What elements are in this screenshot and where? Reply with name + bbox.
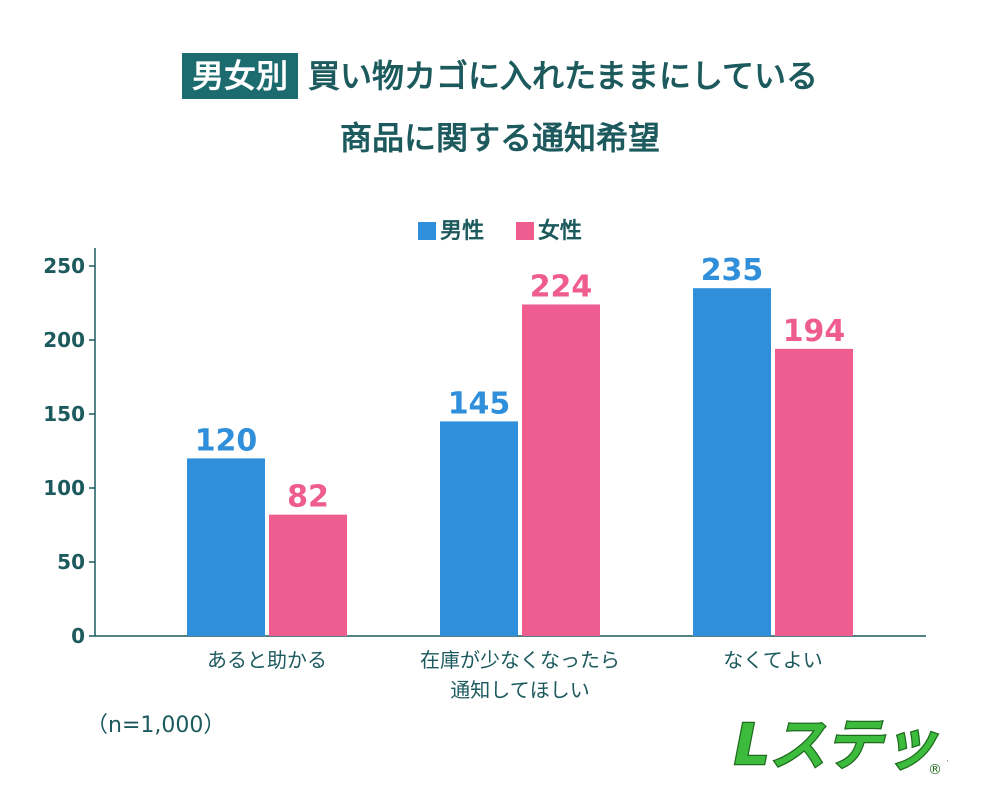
bar-male — [693, 288, 771, 636]
legend-item-male: 男性 — [418, 213, 484, 245]
logo-registered-mark: ® — [928, 762, 942, 778]
y-tick-label: 0 — [71, 624, 85, 648]
y-tick-label: 50 — [57, 550, 85, 574]
sample-size-note: （n=1,000） — [86, 713, 226, 738]
logo-text: Lステップ — [734, 713, 948, 778]
y-tick-label: 100 — [43, 476, 85, 500]
data-label-male: 145 — [448, 386, 511, 421]
x-tick-label: 在庫が少なくなったら — [420, 648, 620, 672]
title-line-2: 商品に関する通知希望 — [339, 119, 660, 157]
data-label-female: 224 — [530, 269, 593, 304]
bar-female — [775, 348, 853, 636]
bar-male — [187, 458, 265, 636]
data-label-male: 235 — [701, 253, 764, 288]
title-badge: 男女別 — [181, 53, 298, 99]
legend-label-female: 女性 — [537, 219, 582, 244]
y-tick-label: 150 — [43, 402, 85, 426]
legend-item-female: 女性 — [515, 213, 582, 245]
lstep-logo: Lステップ ® — [733, 712, 948, 780]
x-tick-label: なくてよい — [723, 648, 822, 672]
y-tick-label: 200 — [43, 328, 85, 352]
data-label-female: 194 — [783, 314, 846, 349]
title-line-1: 男女別 買い物カゴに入れたままにしている — [0, 52, 1000, 100]
bar-female — [269, 514, 347, 636]
legend: 男性 女性 — [0, 213, 1000, 245]
legend-label-male: 男性 — [440, 219, 485, 244]
x-tick-label: 通知してほしい — [450, 678, 589, 702]
chart-title: 男女別 買い物カゴに入れたままにしている 商品に関する通知希望 — [0, 52, 1000, 162]
data-label-female: 82 — [287, 480, 329, 515]
legend-swatch-female — [515, 222, 534, 240]
data-label-male: 120 — [195, 423, 258, 458]
bar-female — [522, 304, 600, 636]
y-tick-label: 250 — [43, 254, 85, 278]
x-tick-label: あると助かる — [207, 648, 327, 672]
title-text-1: 買い物カゴに入れたままにしている — [307, 57, 819, 95]
legend-swatch-male — [418, 222, 437, 240]
bar-male — [440, 421, 518, 636]
